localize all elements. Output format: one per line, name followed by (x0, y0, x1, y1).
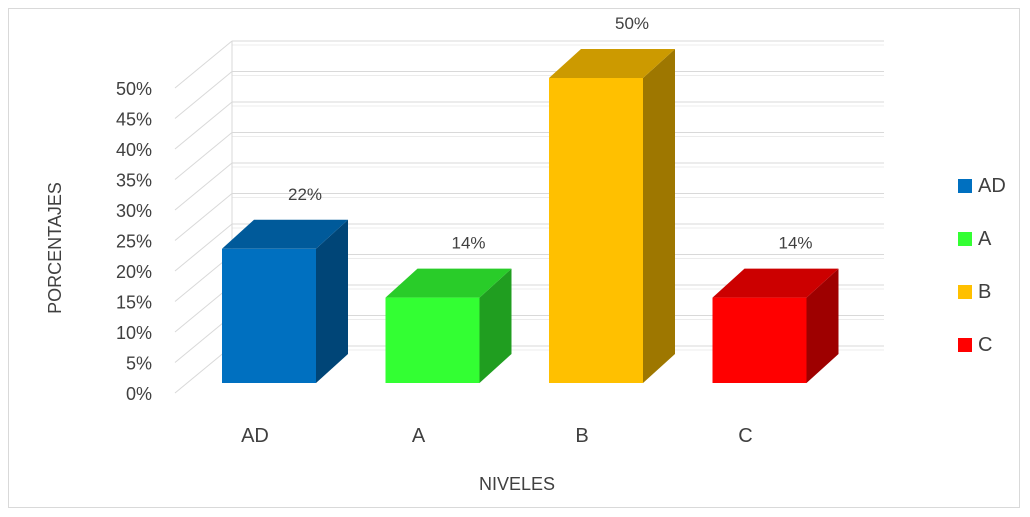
bar-side-face (316, 219, 348, 383)
legend-item: C (958, 331, 1028, 359)
bar-ad (222, 219, 348, 383)
x-category-label: A (412, 425, 426, 447)
data-label: 14% (451, 234, 485, 253)
legend-label: B (978, 280, 992, 303)
legend-swatch (958, 338, 972, 352)
data-label: 50% (615, 14, 649, 33)
bar-front-face (712, 297, 807, 383)
bars (222, 49, 839, 383)
x-axis-title: NIVELES (479, 474, 555, 494)
gridline-side (174, 193, 233, 241)
x-category-label: AD (241, 425, 269, 447)
legend-item: A (958, 225, 1028, 253)
x-category-label: B (575, 425, 588, 447)
gridline-side (174, 132, 233, 180)
bar-top-face (222, 219, 348, 249)
legend-label: AD (978, 174, 1006, 197)
y-tick-label: 15% (116, 293, 152, 313)
bar-side-face (643, 49, 675, 383)
bar-side-face (479, 268, 512, 383)
gridline-side (174, 40, 233, 89)
gridline-side (174, 162, 233, 211)
gridline-side (174, 223, 233, 272)
y-tick-label: 45% (116, 110, 152, 130)
y-tick-label: 25% (116, 232, 152, 252)
bar-a (385, 268, 512, 383)
y-tick-label: 50% (116, 79, 152, 99)
y-axis-title: PORCENTAJES (45, 182, 65, 314)
gridline-side (174, 101, 233, 150)
data-label: 22% (288, 185, 322, 204)
bar-front-face (222, 248, 316, 383)
y-axis-ticks: 0% 5% 10% 15% 20% 25% 30% 35% 40% 45% 50% (116, 79, 152, 404)
data-labels: 22% 14% 50% 14% (288, 14, 813, 253)
y-tick-label: 0% (126, 384, 152, 404)
legend-item: AD (958, 172, 1028, 200)
bar-c (712, 268, 839, 383)
y-tick-label: 40% (116, 140, 152, 160)
x-category-label: C (738, 425, 752, 447)
y-tick-label: 30% (116, 201, 152, 221)
bar-top-face (712, 268, 839, 298)
bar-top-face (549, 49, 675, 78)
legend-label: C (978, 333, 993, 356)
legend-swatch (958, 232, 972, 246)
bar-front-face (385, 297, 480, 383)
legend: AD A B C (958, 172, 1028, 384)
bar-side-face (806, 268, 839, 383)
bar-b (549, 49, 675, 383)
bar-top-face (385, 268, 512, 298)
bar-front-face (549, 78, 643, 383)
legend-label: A (978, 227, 992, 250)
x-axis-categories: AD A B C (241, 425, 753, 447)
legend-swatch (958, 179, 972, 193)
y-tick-label: 5% (126, 354, 152, 374)
data-label: 14% (778, 234, 812, 253)
legend-item: B (958, 278, 1028, 306)
y-tick-label: 10% (116, 323, 152, 343)
y-tick-label: 20% (116, 262, 152, 282)
y-tick-label: 35% (116, 171, 152, 191)
legend-swatch (958, 285, 972, 299)
gridline-side (174, 71, 233, 119)
